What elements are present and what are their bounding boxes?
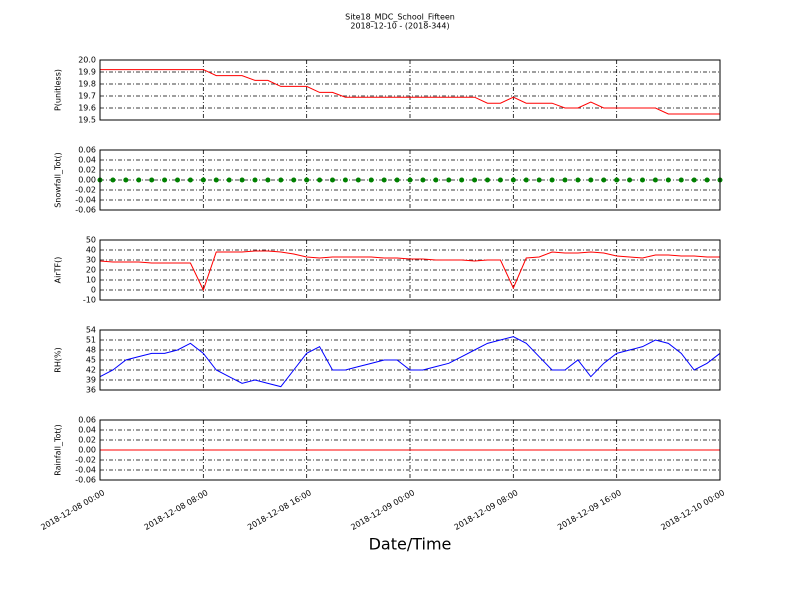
marker: [549, 177, 555, 183]
y-axis-label: Rainfall_Tot(): [54, 424, 63, 476]
y-tick-label: 19.7: [78, 92, 96, 101]
y-axis-label: Snowfall_Tot(): [54, 152, 63, 208]
y-tick-label: 0: [91, 286, 96, 295]
marker: [149, 177, 155, 183]
marker: [368, 177, 374, 183]
marker: [627, 177, 633, 183]
marker: [678, 177, 684, 183]
marker: [136, 177, 142, 183]
marker: [523, 177, 529, 183]
y-tick-label: -0.02: [75, 456, 96, 465]
plot-frame: [99, 149, 721, 211]
y-tick-label: -10: [83, 296, 96, 305]
y-tick-label: 30: [86, 256, 96, 265]
marker: [162, 177, 168, 183]
y-tick-label: -0.02: [75, 186, 96, 195]
y-tick-label: 51: [86, 336, 96, 345]
marker: [691, 177, 697, 183]
marker: [407, 177, 413, 183]
marker: [252, 177, 258, 183]
marker: [497, 177, 503, 183]
marker: [485, 177, 490, 183]
marker: [381, 177, 387, 183]
y-tick-label: -0.06: [75, 476, 96, 485]
y-tick-label: 45: [86, 356, 96, 365]
y-tick-label: 0.04: [78, 156, 96, 165]
y-axis-label: AirTF(): [54, 257, 63, 284]
y-tick-label: -0.04: [75, 196, 96, 205]
y-tick-label: 0.00: [78, 176, 96, 185]
y-tick-label: 54: [86, 326, 96, 335]
y-tick-label: 0.02: [78, 166, 96, 175]
y-tick-label: 10: [86, 276, 96, 285]
y-tick-label: 39: [86, 376, 96, 385]
marker: [355, 177, 361, 183]
marker: [200, 177, 206, 183]
data-line: [99, 336, 721, 388]
marker: [536, 177, 542, 183]
y-tick-label: 19.8: [78, 80, 96, 89]
marker: [278, 177, 284, 183]
y-axis-label: P(unitless): [54, 69, 63, 111]
chart-title: Site18_MDC_School_Fifteen: [345, 13, 455, 22]
y-tick-label: -0.04: [75, 466, 96, 475]
marker: [265, 177, 271, 183]
marker: [226, 177, 232, 183]
marker: [562, 177, 568, 183]
marker: [394, 177, 400, 183]
y-tick-label: 36: [86, 386, 96, 395]
plot-frame: [99, 419, 721, 481]
marker: [420, 177, 426, 183]
y-tick-label: 19.9: [78, 68, 96, 77]
marker: [213, 177, 219, 183]
plot-frame: [99, 239, 721, 301]
y-tick-label: 0.02: [78, 436, 96, 445]
marker: [459, 177, 465, 183]
marker: [614, 177, 620, 183]
marker: [601, 177, 607, 183]
y-tick-label: 19.6: [78, 104, 96, 113]
marker: [575, 177, 581, 183]
y-tick-label: 0.06: [78, 146, 96, 155]
y-tick-label: 19.5: [78, 116, 96, 125]
marker: [342, 177, 348, 183]
marker: [317, 177, 323, 183]
y-tick-label: 0.00: [78, 446, 96, 455]
y-tick-label: 20: [86, 266, 96, 275]
y-tick-label: 50: [86, 236, 96, 245]
y-tick-label: 42: [86, 366, 96, 375]
y-tick-label: 48: [86, 346, 96, 355]
chart-subtitle: 2018-12-10 - (2018-344): [350, 22, 449, 31]
plot-frame: [99, 59, 721, 121]
marker: [239, 177, 245, 183]
marker: [652, 177, 658, 183]
y-tick-label: 40: [86, 246, 96, 255]
marker: [304, 177, 310, 183]
plot-frame: [99, 329, 721, 391]
marker: [472, 177, 478, 183]
marker: [330, 177, 335, 183]
marker: [704, 177, 710, 183]
marker: [433, 177, 439, 183]
marker: [588, 177, 594, 183]
marker: [123, 177, 129, 183]
marker: [291, 177, 297, 183]
x-axis-label: Date/Time: [369, 535, 452, 554]
y-tick-label: 0.04: [78, 426, 96, 435]
marker: [175, 177, 180, 183]
marker: [110, 177, 116, 183]
marker: [665, 177, 671, 183]
y-tick-label: -0.06: [75, 206, 96, 215]
marker: [640, 177, 645, 183]
data-line: [100, 69, 720, 115]
y-axis-label: RH(%): [54, 347, 63, 372]
marker: [187, 177, 193, 183]
y-tick-label: 20.0: [78, 56, 96, 65]
y-tick-label: 0.06: [78, 416, 96, 425]
marker: [446, 177, 452, 183]
data-line: [99, 250, 720, 292]
marker: [510, 177, 516, 183]
